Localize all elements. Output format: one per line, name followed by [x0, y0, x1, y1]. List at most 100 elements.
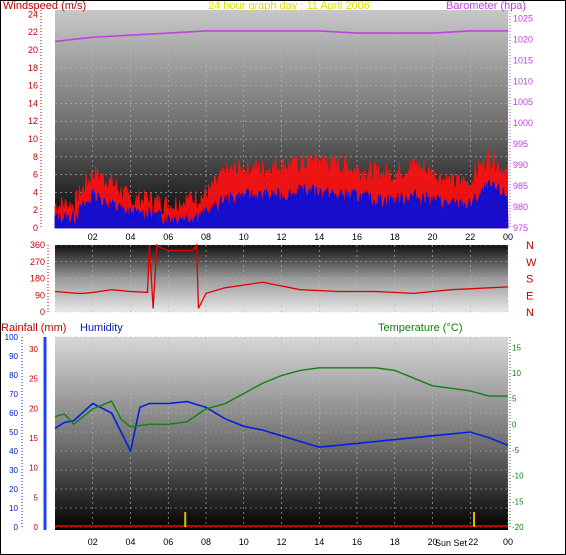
rain-x-tick-label: 08 — [201, 537, 211, 547]
wind-x-tick-label: 18 — [390, 232, 400, 242]
direction-series-line — [54, 242, 509, 309]
direction-series-layer — [54, 242, 509, 309]
wind-x-tick-label: 00 — [503, 232, 513, 242]
windspeed-tick-label: 8 — [33, 152, 38, 162]
rain-x-tick-label: 14 — [314, 537, 324, 547]
chart-title: 24 hour graph day : 11 April 2006 — [208, 0, 370, 12]
wind-x-tick-label: 16 — [352, 232, 362, 242]
rain-x-tick-label: 18 — [390, 537, 400, 547]
barometer-series-line — [54, 30, 508, 43]
barometer-tick-label: 1005 — [513, 97, 533, 107]
rain-x-tick-label: 20 — [427, 537, 437, 547]
rain-series-layer — [54, 367, 509, 527]
humidity-tick-label: 70 — [9, 390, 18, 399]
windspeed-tick-label: 4 — [33, 187, 38, 197]
temperature-tick-label: -10 — [512, 472, 524, 481]
wind-x-tick-label: 04 — [125, 232, 135, 242]
barometer-tick-label: 980 — [513, 202, 528, 212]
compass-label: S — [526, 274, 533, 286]
barometer-axis-title: Barometer (hpa) — [446, 0, 526, 12]
rain-x-tick-label: 06 — [163, 537, 173, 547]
windspeed-tick-label: 18 — [28, 63, 38, 73]
barometer-tick-label: 985 — [513, 181, 528, 191]
humidity-tick-label: 40 — [9, 447, 18, 456]
rain-x-tick-label: 00 — [503, 537, 513, 547]
wind-x-tick-label: 20 — [427, 232, 437, 242]
sunset-marker-label: Sun Set — [435, 538, 468, 548]
temperature-tick-label: 5 — [512, 395, 517, 404]
rain-x-tick-label: 22 — [468, 537, 478, 547]
compass-label: N — [526, 307, 534, 319]
rainfall-tick-label: 25 — [29, 375, 38, 384]
humidity-tick-label: 50 — [9, 428, 18, 437]
direction-tick-label: 0 — [40, 307, 45, 317]
temperature-tick-label: -20 — [512, 523, 524, 532]
temperature-axis-title: Temperature (°C) — [378, 322, 462, 334]
wind-x-tick-label: 22 — [465, 232, 475, 242]
tick-labels-layer: 02 04 06 08 10 12 14 16 18 20 22 000246810121416182… — [5, 9, 537, 547]
windspeed-tick-label: 24 — [28, 9, 38, 19]
humidity-tick-label: 0 — [14, 523, 19, 532]
barometer-tick-label: 1000 — [513, 118, 533, 128]
compass-label: W — [526, 257, 537, 269]
wind-series-layer — [54, 30, 509, 229]
direction-panel-grid — [55, 244, 509, 313]
humidity-tick-label: 80 — [9, 371, 18, 380]
temperature-tick-label: -15 — [512, 497, 524, 506]
humidity-tick-label: 100 — [5, 333, 19, 342]
temperature-tick-label: 15 — [512, 343, 521, 352]
rainfall-tick-label: 10 — [29, 464, 38, 473]
windspeed-tick-label: 6 — [33, 170, 38, 180]
windspeed-tick-label: 10 — [28, 134, 38, 144]
rain-x-tick-label: 04 — [125, 537, 135, 547]
average-wind-series-area — [54, 179, 509, 229]
windspeed-tick-label: 2 — [33, 205, 38, 215]
temperature-series-line — [54, 367, 508, 428]
barometer-tick-label: 975 — [513, 223, 528, 233]
wind-x-tick-label: 02 — [88, 232, 98, 242]
humidity-axis-title: Humidity — [80, 322, 123, 334]
humidity-tick-label: 20 — [9, 485, 18, 494]
temperature-tick-label: -5 — [512, 446, 520, 455]
compass-label: N — [526, 240, 534, 252]
barometer-tick-label: 1010 — [513, 76, 533, 86]
wind-x-tick-label: 10 — [239, 232, 249, 242]
windspeed-tick-label: 16 — [28, 81, 38, 91]
rainfall-tick-label: 5 — [34, 493, 39, 502]
rainfall-tick-label: 30 — [29, 345, 38, 354]
temperature-tick-label: 0 — [512, 420, 517, 429]
windspeed-tick-label: 22 — [28, 27, 38, 37]
rain-x-tick-label: 10 — [239, 537, 249, 547]
wind-x-tick-label: 14 — [314, 232, 324, 242]
rain-x-tick-label: 16 — [352, 537, 362, 547]
barometer-tick-label: 1015 — [513, 55, 533, 65]
compass-label: E — [526, 290, 533, 302]
rain-x-tick-label: 12 — [276, 537, 286, 547]
direction-tick-label: 270 — [30, 257, 45, 267]
humidity-tick-label: 60 — [9, 409, 18, 418]
rainfall-axis-title: Rainfall (mm) — [1, 322, 66, 334]
barometer-tick-label: 1025 — [513, 13, 533, 23]
humidity-tick-label: 10 — [9, 504, 18, 513]
barometer-tick-label: 990 — [513, 160, 528, 170]
humidity-series-line — [54, 400, 509, 454]
windspeed-tick-label: 0 — [33, 223, 38, 233]
windspeed-tick-label: 14 — [28, 98, 38, 108]
wind-x-tick-label: 06 — [163, 232, 173, 242]
barometer-tick-label: 995 — [513, 139, 528, 149]
rainfall-tick-label: 0 — [34, 523, 39, 532]
windspeed-axis-title: Windspeed (m/s) — [3, 0, 86, 12]
humidity-tick-label: 30 — [9, 466, 18, 475]
direction-tick-label: 90 — [35, 290, 45, 300]
rainfall-tick-label: 20 — [29, 404, 38, 413]
barometer-tick-label: 1020 — [513, 34, 533, 44]
rainfall-tick-label: 15 — [29, 434, 38, 443]
humidity-tick-label: 90 — [9, 352, 18, 361]
temperature-tick-label: 10 — [512, 369, 521, 378]
wind-x-tick-label: 12 — [276, 232, 286, 242]
windspeed-tick-label: 20 — [28, 45, 38, 55]
wind-x-tick-label: 08 — [201, 232, 211, 242]
direction-tick-label: 180 — [30, 274, 45, 284]
rain-x-tick-label: 02 — [88, 537, 98, 547]
